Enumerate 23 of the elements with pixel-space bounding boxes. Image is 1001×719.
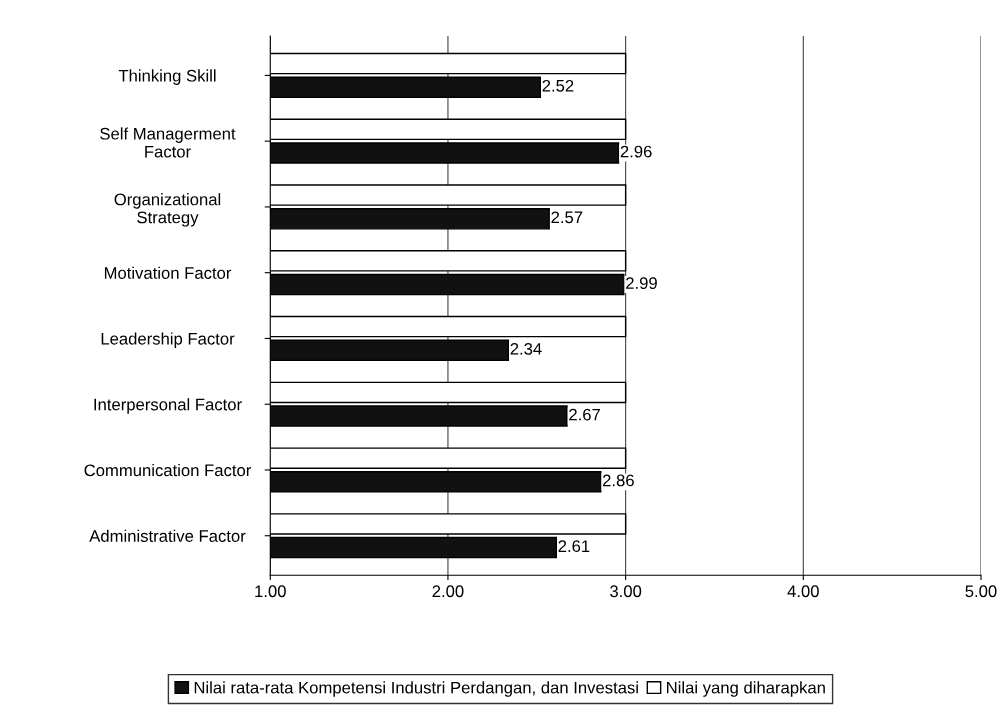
y-tick-label: Administrative Factor [89,529,246,542]
y-tick-label: Interpersonal Factor [94,398,242,414]
x-tick-label: 1.00 [255,585,286,598]
y-tick-label: Thinking Skill [118,69,216,85]
data-label: 2.99 [626,277,657,290]
legend-label: Nilai rata-rata Kompetensi Industri Perdangan, dan Investasi [194,681,638,697]
y-tick-label: Leadership Factor [101,332,235,348]
x-tick-label: 3.00 [610,585,642,598]
data-label: 2.61 [558,540,590,553]
data-label: 2.52 [542,79,574,92]
y-tick-label: Motivation Factor [104,266,232,279]
y-tick-label: Self Managerment Factor [100,127,236,158]
data-label: 2.96 [620,145,652,158]
x-tick-label: 2.00 [432,585,464,598]
legend-label: Nilai yang diharapkan [667,681,825,697]
data-label: 2.67 [569,408,600,421]
y-tick-label: Organizational Strategy [114,193,221,227]
data-label: 2.34 [510,342,542,355]
x-tick-label: 5.00 [965,585,997,598]
data-label: 2.86 [602,474,634,487]
data-label: 2.57 [551,211,583,224]
x-tick-label: 4.00 [787,585,819,598]
y-tick-label: Communication Factor [84,463,252,477]
